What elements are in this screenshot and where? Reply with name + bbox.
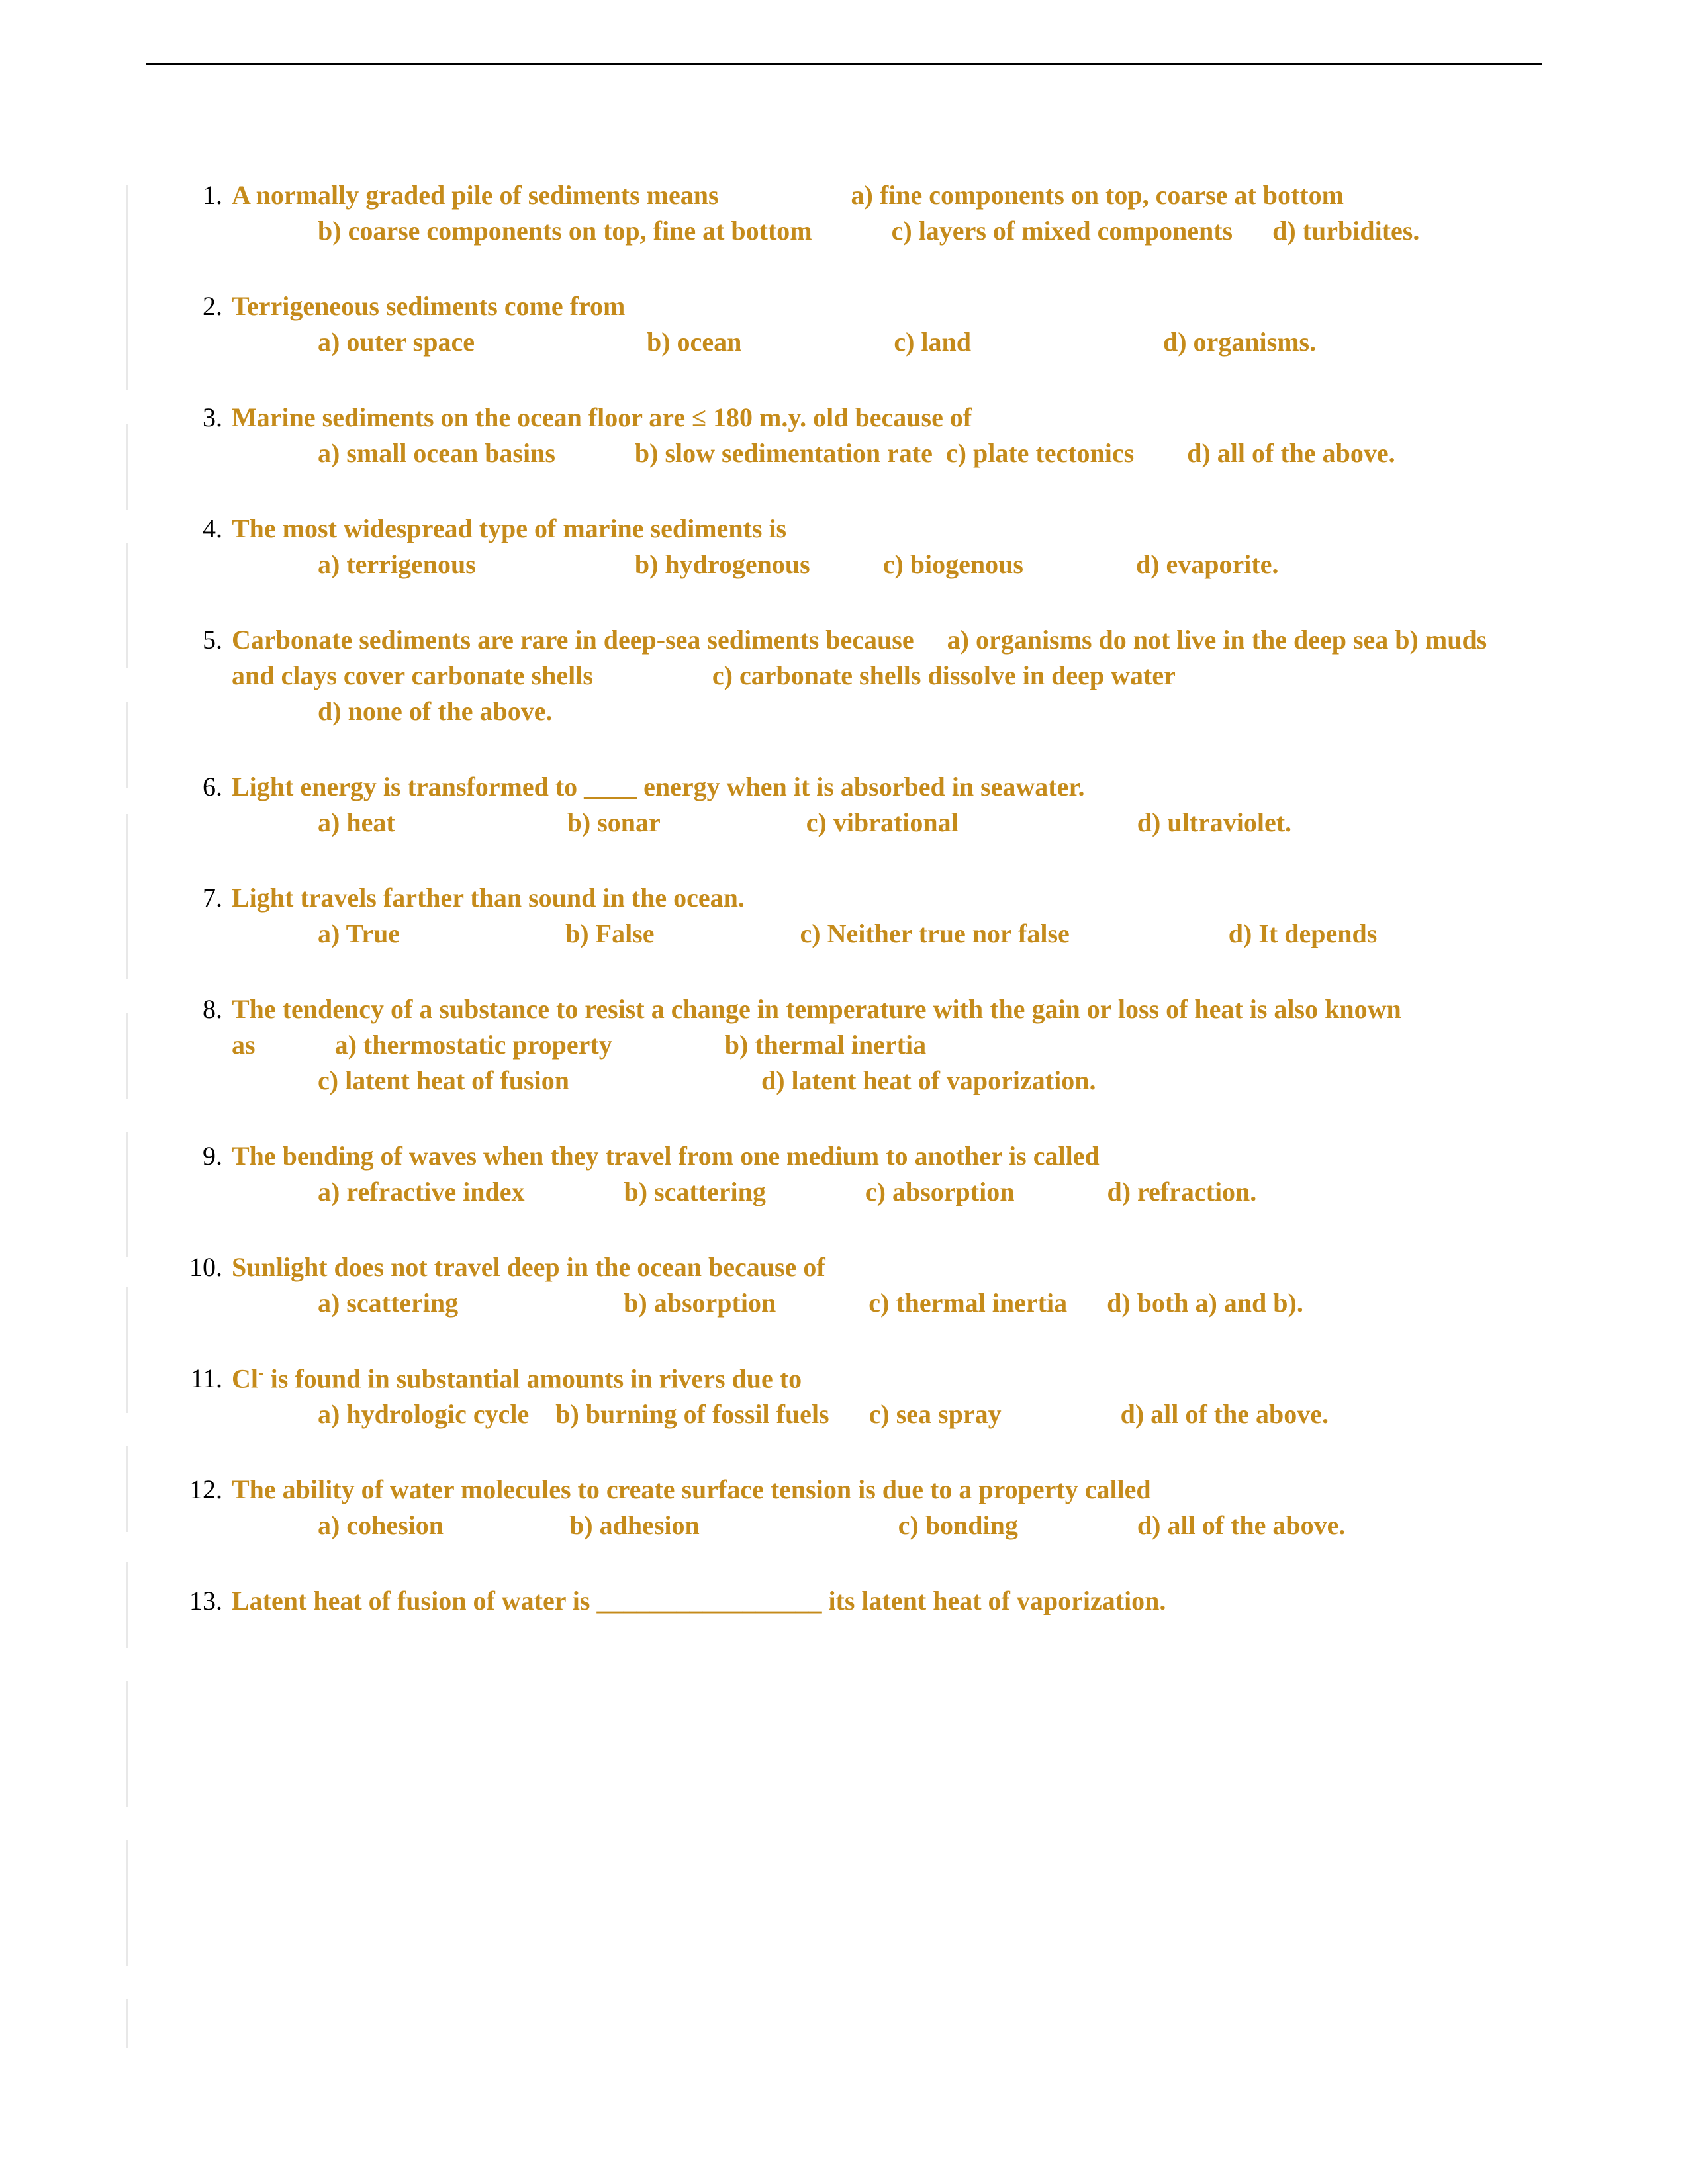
question-options: a) terrigenous b) hydrogenous c) biogeno… [232,547,1523,582]
question-options: b) coarse components on top, fine at bot… [232,213,1523,249]
top-rule [146,63,1542,65]
question-stem: The tendency of a substance to resist a … [232,991,1523,1063]
question: 13.Latent heat of fusion of water is ___… [185,1583,1542,1619]
question-body: Light energy is transformed to ____ ener… [232,769,1542,841]
question-stem: The ability of water molecules to create… [232,1472,1523,1508]
side-bar [126,1999,128,2048]
question-body: Sunlight does not travel deep in the oce… [232,1250,1542,1321]
question: 7.Light travels farther than sound in th… [185,880,1542,952]
question-number: 4. [185,511,232,547]
question-options: a) True b) False c) Neither true nor fal… [232,916,1523,952]
question-body: Marine sediments on the ocean floor are … [232,400,1542,471]
question-body: The most widespread type of marine sedim… [232,511,1542,582]
question-number: 11. [185,1361,232,1396]
question-options: a) outer space b) ocean c) land d) organ… [232,324,1523,360]
question-options: c) latent heat of fusion d) latent heat … [232,1063,1523,1099]
side-bar [126,1013,128,1099]
question-stem: Marine sediments on the ocean floor are … [232,400,1523,435]
side-bar [126,543,128,668]
page: 1.A normally graded pile of sediments me… [0,0,1688,2184]
question-stem: Light travels farther than sound in the … [232,880,1523,916]
question: 4.The most widespread type of marine sed… [185,511,1542,582]
question-number: 5. [185,622,232,658]
question-number: 12. [185,1472,232,1508]
question-options: a) scattering b) absorption c) thermal i… [232,1285,1523,1321]
question-body: The tendency of a substance to resist a … [232,991,1542,1099]
side-bar [126,1287,128,1413]
question-stem: The bending of waves when they travel fr… [232,1138,1523,1174]
question-options: a) cohesion b) adhesion c) bonding d) al… [232,1508,1523,1543]
question-number: 7. [185,880,232,916]
question-number: 8. [185,991,232,1027]
question: 2.Terrigeneous sediments come froma) out… [185,289,1542,360]
question-body: Terrigeneous sediments come froma) outer… [232,289,1542,360]
question: 1.A normally graded pile of sediments me… [185,177,1542,249]
question-stem: A normally graded pile of sediments mean… [232,177,1523,213]
question: 11.Cl- is found in substantial amounts i… [185,1361,1542,1432]
question: 3.Marine sediments on the ocean floor ar… [185,400,1542,471]
question: 10.Sunlight does not travel deep in the … [185,1250,1542,1321]
question-body: Latent heat of fusion of water is ______… [232,1583,1542,1619]
side-bar [126,814,128,979]
question-body: Carbonate sediments are rare in deep-sea… [232,622,1542,729]
side-bar [126,1446,128,1532]
question-stem: Carbonate sediments are rare in deep-sea… [232,622,1523,694]
side-bar [126,1132,128,1257]
side-bar [126,1840,128,1966]
question-body: A normally graded pile of sediments mean… [232,177,1542,249]
question-number: 10. [185,1250,232,1285]
question-body: Light travels farther than sound in the … [232,880,1542,952]
question-stem: Cl- is found in substantial amounts in r… [232,1361,1523,1396]
question: 5.Carbonate sediments are rare in deep-s… [185,622,1542,729]
side-bar [126,1681,128,1807]
question-options: d) none of the above. [232,694,1523,729]
question-stem: Light energy is transformed to ____ ener… [232,769,1523,805]
question-number: 3. [185,400,232,435]
question-body: The ability of water molecules to create… [232,1472,1542,1543]
question-options: a) refractive index b) scattering c) abs… [232,1174,1523,1210]
question-number: 2. [185,289,232,324]
question-options: a) hydrologic cycle b) burning of fossil… [232,1396,1523,1432]
question-number: 6. [185,769,232,805]
question-stem: Terrigeneous sediments come from [232,289,1523,324]
side-bar [126,424,128,510]
question-stem: Sunlight does not travel deep in the oce… [232,1250,1523,1285]
question-number: 9. [185,1138,232,1174]
question-stem: The most widespread type of marine sedim… [232,511,1523,547]
question-options: a) small ocean basins b) slow sedimentat… [232,435,1523,471]
question: 9.The bending of waves when they travel … [185,1138,1542,1210]
question: 8.The tendency of a substance to resist … [185,991,1542,1099]
question: 12.The ability of water molecules to cre… [185,1472,1542,1543]
question: 6.Light energy is transformed to ____ en… [185,769,1542,841]
question-body: The bending of waves when they travel fr… [232,1138,1542,1210]
question-options: a) heat b) sonar c) vibrational d) ultra… [232,805,1523,841]
side-bar [126,1562,128,1648]
side-bar [126,185,128,390]
question-number: 13. [185,1583,232,1619]
question-list: 1.A normally graded pile of sediments me… [146,177,1542,1619]
side-bar [126,702,128,788]
question-number: 1. [185,177,232,213]
question-stem: Latent heat of fusion of water is ______… [232,1583,1523,1619]
question-body: Cl- is found in substantial amounts in r… [232,1361,1542,1432]
